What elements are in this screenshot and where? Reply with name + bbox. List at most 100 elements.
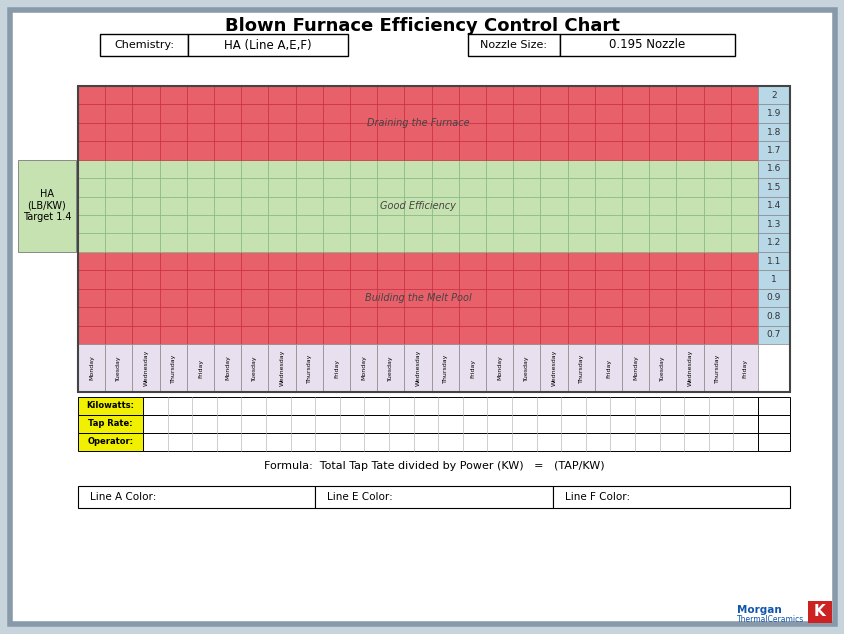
Bar xyxy=(18,160,76,252)
Bar xyxy=(757,141,789,160)
Text: K: K xyxy=(813,604,825,619)
Bar xyxy=(349,344,376,392)
Text: Draining the Furnace: Draining the Furnace xyxy=(366,118,468,128)
Text: Thursday: Thursday xyxy=(306,353,311,383)
Text: 0.195 Nozzle: 0.195 Nozzle xyxy=(609,39,684,51)
Bar xyxy=(757,105,789,123)
Bar xyxy=(757,397,789,415)
Text: Monday: Monday xyxy=(496,356,501,380)
Text: 1.8: 1.8 xyxy=(766,127,780,136)
Bar xyxy=(78,433,143,451)
Text: 1: 1 xyxy=(771,275,776,284)
Bar xyxy=(757,233,789,252)
Bar xyxy=(315,486,552,508)
Text: HA (Line A,E,F): HA (Line A,E,F) xyxy=(224,39,311,51)
Bar xyxy=(757,326,789,344)
Text: HA
(LB/KW)
Target 1.4: HA (LB/KW) Target 1.4 xyxy=(23,189,71,223)
Bar xyxy=(143,415,757,433)
Text: Tuesday: Tuesday xyxy=(659,355,664,381)
Bar xyxy=(431,344,458,392)
Text: Kilowatts:: Kilowatts: xyxy=(86,401,134,410)
Bar xyxy=(485,344,512,392)
Bar xyxy=(143,433,757,451)
Text: 1.2: 1.2 xyxy=(766,238,780,247)
Text: Friday: Friday xyxy=(197,358,203,378)
Text: 0.7: 0.7 xyxy=(766,330,780,339)
Bar xyxy=(78,288,757,307)
Text: Tuesday: Tuesday xyxy=(388,355,392,381)
Bar xyxy=(675,344,703,392)
Bar xyxy=(78,86,757,105)
Bar xyxy=(757,197,789,215)
Text: Wednesday: Wednesday xyxy=(279,350,284,386)
Text: Friday: Friday xyxy=(469,358,474,378)
Bar xyxy=(268,344,295,392)
Bar xyxy=(78,326,757,344)
Text: 1.6: 1.6 xyxy=(766,164,780,174)
Bar xyxy=(78,486,315,508)
Bar xyxy=(78,270,757,288)
Bar xyxy=(757,123,789,141)
Bar xyxy=(187,344,214,392)
Text: Thursday: Thursday xyxy=(170,353,176,383)
Text: Line E Color:: Line E Color: xyxy=(327,492,392,502)
Text: Formula:  Total Tap Tate divided by Power (KW)   =   (TAP/KW): Formula: Total Tap Tate divided by Power… xyxy=(263,461,603,471)
Text: Operator:: Operator: xyxy=(87,437,133,446)
Bar xyxy=(78,415,143,433)
Bar xyxy=(552,486,789,508)
Text: Friday: Friday xyxy=(741,358,746,378)
Bar xyxy=(78,252,757,270)
Bar xyxy=(757,252,789,270)
Bar xyxy=(78,160,757,178)
Bar xyxy=(214,344,241,392)
Text: Wednesday: Wednesday xyxy=(551,350,556,386)
Bar xyxy=(78,86,789,392)
Text: Good Efficiency: Good Efficiency xyxy=(380,201,456,210)
Text: Thursday: Thursday xyxy=(714,353,719,383)
Bar xyxy=(468,34,560,56)
Bar xyxy=(757,215,789,233)
Bar xyxy=(540,344,567,392)
Bar xyxy=(404,344,431,392)
Bar xyxy=(105,344,133,392)
Bar xyxy=(322,344,349,392)
Text: Morgan: Morgan xyxy=(736,605,781,615)
Bar xyxy=(757,307,789,326)
Text: Thursday: Thursday xyxy=(578,353,583,383)
Bar xyxy=(78,141,757,160)
Bar xyxy=(730,344,757,392)
Text: 1.5: 1.5 xyxy=(766,183,780,192)
Bar xyxy=(648,344,675,392)
Text: Tap Rate:: Tap Rate: xyxy=(88,420,133,429)
Bar xyxy=(78,397,143,415)
Text: 2: 2 xyxy=(771,91,776,100)
Bar xyxy=(78,233,757,252)
Bar xyxy=(78,344,105,392)
Text: 0.9: 0.9 xyxy=(766,294,780,302)
Text: Building the Melt Pool: Building the Melt Pool xyxy=(365,293,471,303)
Bar xyxy=(567,344,594,392)
Text: 0.8: 0.8 xyxy=(766,312,780,321)
Bar xyxy=(78,178,757,197)
Text: 1.3: 1.3 xyxy=(766,220,780,229)
Bar xyxy=(376,344,404,392)
Bar xyxy=(160,344,187,392)
Text: Tuesday: Tuesday xyxy=(252,355,257,381)
Bar xyxy=(100,34,187,56)
Bar xyxy=(512,344,540,392)
Bar xyxy=(757,433,789,451)
Text: Nozzle Size:: Nozzle Size: xyxy=(480,40,547,50)
Bar xyxy=(757,178,789,197)
Text: Monday: Monday xyxy=(225,356,230,380)
Text: 1.4: 1.4 xyxy=(766,201,780,210)
Text: 1.9: 1.9 xyxy=(766,109,780,118)
Bar xyxy=(187,34,348,56)
Bar xyxy=(807,601,831,623)
Text: Wednesday: Wednesday xyxy=(687,350,692,386)
Text: ThermalCeramics: ThermalCeramics xyxy=(736,614,803,623)
Bar xyxy=(757,415,789,433)
Bar xyxy=(594,344,621,392)
Bar xyxy=(295,344,322,392)
Text: Wednesday: Wednesday xyxy=(143,350,149,386)
Bar xyxy=(78,307,757,326)
